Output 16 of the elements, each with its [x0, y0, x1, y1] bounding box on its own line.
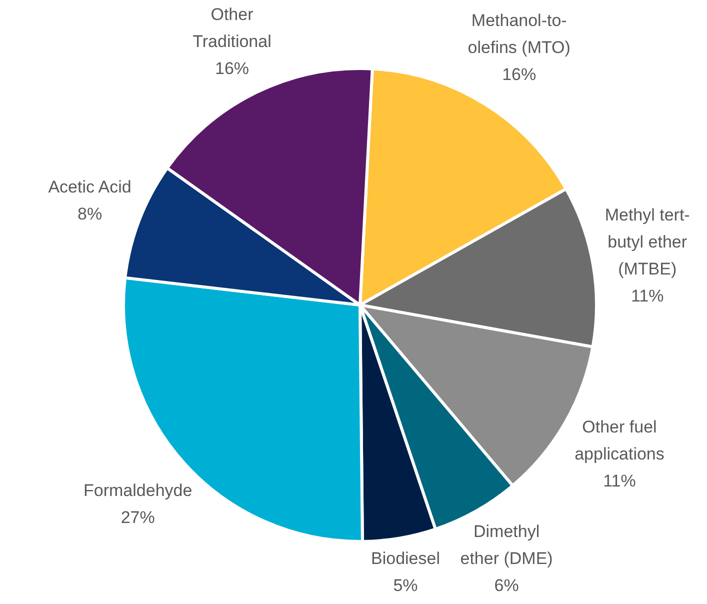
slice-label: Other fuel applications [574, 418, 664, 464]
data-label: 27% [120, 508, 155, 528]
data-label: 11% [630, 286, 664, 306]
slice-label: Methyl tert- butyl ether (MTBE) [604, 206, 690, 279]
slice-label: Dimethyl ether (DME) [460, 522, 553, 568]
slice-label: Methanol-to- olefins (MTO) [468, 11, 570, 58]
data-label: 5% [393, 576, 418, 596]
data-label: 16% [214, 59, 250, 78]
data-label: 8% [78, 204, 102, 224]
slice-label: Formaldehyde [84, 481, 192, 500]
slice-label: Biodiesel [371, 549, 440, 568]
slice-label: Acetic Acid [48, 177, 132, 196]
data-label: 11% [603, 472, 636, 490]
slice-label: Other Traditional [192, 5, 272, 52]
data-label: 6% [494, 576, 519, 596]
data-label: 16% [502, 65, 536, 84]
